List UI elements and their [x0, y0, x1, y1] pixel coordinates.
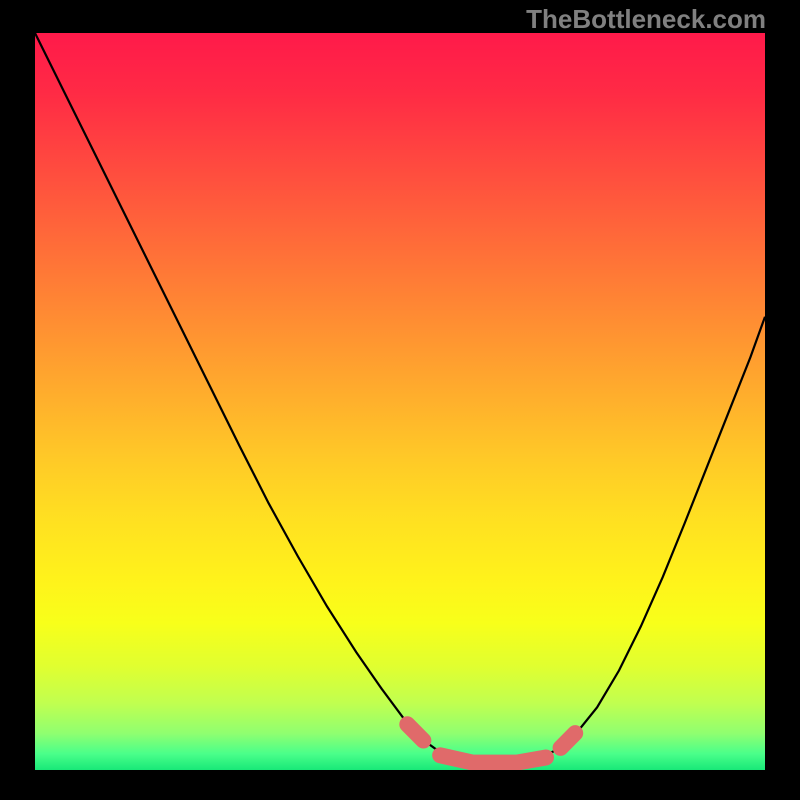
optimal-range-segment	[407, 724, 423, 740]
chart-svg	[0, 0, 800, 800]
optimal-range-segment	[440, 755, 546, 762]
gradient-background	[35, 33, 765, 770]
optimal-range-segment	[561, 733, 576, 748]
chart-frame: TheBottleneck.com	[0, 0, 800, 800]
watermark-text: TheBottleneck.com	[526, 4, 766, 35]
